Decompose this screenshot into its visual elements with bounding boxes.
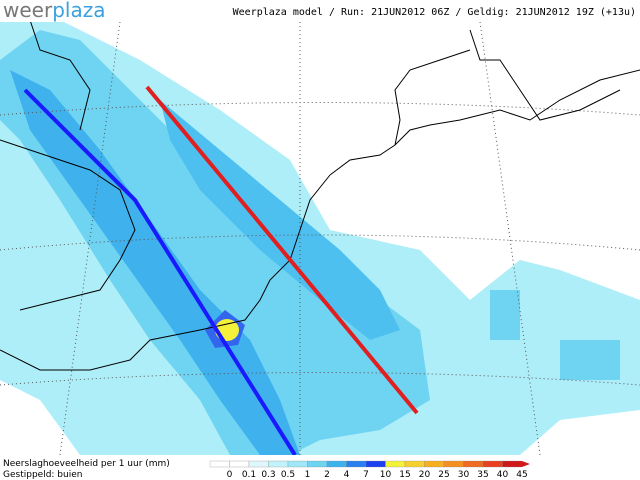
scale-label: 10 bbox=[380, 470, 392, 480]
header-text: Weerplaza model / Run: 21JUN2012 06Z / G… bbox=[233, 7, 636, 18]
scale-label: 15 bbox=[399, 470, 410, 480]
scale-label: 1 bbox=[305, 470, 311, 480]
scale-label: 0.3 bbox=[261, 470, 275, 480]
scale-label: 0 bbox=[227, 470, 233, 480]
red-line bbox=[145, 85, 419, 415]
logo-part: weer bbox=[3, 0, 53, 22]
color-scale: 0 0.1 0.3 0.5 1 2 4 7 10 15 20 25 30 35 40 45 bbox=[209, 460, 530, 480]
scale-swatch bbox=[229, 460, 250, 468]
scale-swatch bbox=[502, 460, 523, 468]
scale-swatch bbox=[209, 460, 230, 468]
scale-label: 20 bbox=[419, 470, 431, 480]
scale-label: 25 bbox=[438, 470, 449, 480]
scale-swatch bbox=[365, 460, 386, 468]
scale-label: 4 bbox=[344, 470, 350, 480]
scale-label: 35 bbox=[477, 470, 488, 480]
scale-swatch bbox=[326, 460, 347, 468]
header-bar bbox=[0, 0, 640, 22]
scale-swatch bbox=[385, 460, 406, 468]
legend-bar bbox=[0, 455, 640, 480]
scale-swatch bbox=[404, 460, 425, 468]
scale-label: 45 bbox=[516, 470, 527, 480]
scale-swatch bbox=[346, 460, 367, 468]
scale-label: 30 bbox=[458, 470, 470, 480]
legend-title: Neerslaghoeveelheid per 1 uur (mm) bbox=[3, 459, 170, 469]
logo-part: plaza bbox=[52, 0, 105, 22]
scale-label: 0.5 bbox=[281, 470, 295, 480]
scale-swatch bbox=[248, 460, 269, 468]
scale-label: 2 bbox=[324, 470, 330, 480]
scale-label: 7 bbox=[363, 470, 369, 480]
scale-arrow bbox=[522, 461, 530, 467]
scale-swatch bbox=[482, 460, 503, 468]
scale-swatch bbox=[463, 460, 484, 468]
scale-swatch bbox=[268, 460, 289, 468]
logo: weerplaza bbox=[3, 0, 105, 22]
graticule bbox=[0, 21, 640, 456]
precipitation bbox=[0, 20, 640, 455]
blue-line bbox=[23, 88, 297, 457]
scale-swatch bbox=[443, 460, 464, 468]
scale-label: 40 bbox=[497, 470, 509, 480]
legend-subtitle: Gestippeld: buien bbox=[3, 470, 82, 480]
scale-label: 0.1 bbox=[242, 470, 256, 480]
scale-swatch bbox=[424, 460, 445, 468]
scale-swatch bbox=[287, 460, 308, 468]
coastlines bbox=[0, 19, 640, 371]
scale-swatch bbox=[307, 460, 328, 468]
